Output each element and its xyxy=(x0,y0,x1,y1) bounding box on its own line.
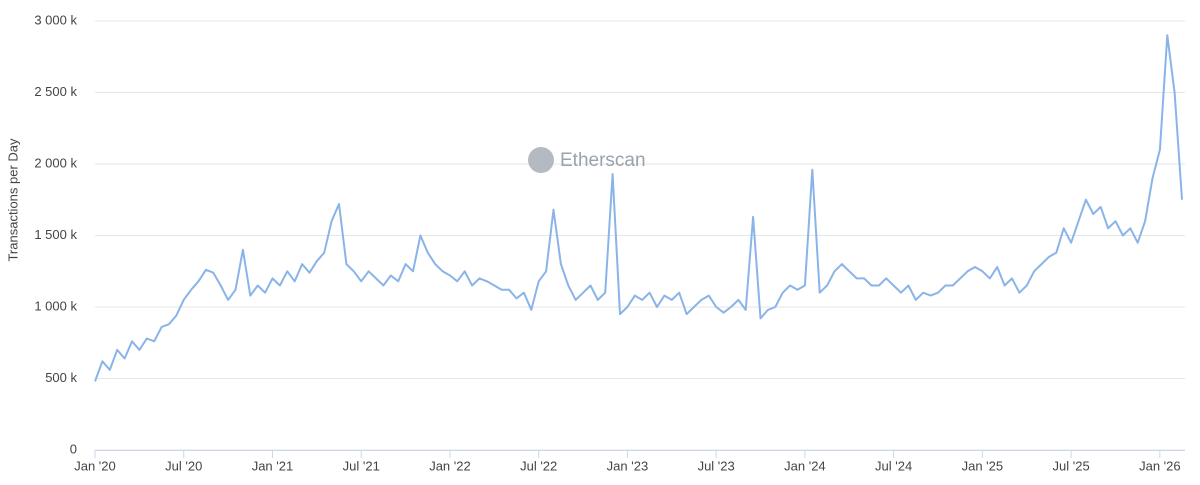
x-tick-label: Jan '24 xyxy=(784,458,826,473)
y-tick-label: 500 k xyxy=(45,370,77,385)
x-tick-label: Jul '21 xyxy=(343,458,380,473)
x-tick-label: Jul '23 xyxy=(698,458,735,473)
x-tick-label: Jul '22 xyxy=(520,458,557,473)
y-tick-label: 3 000 k xyxy=(34,12,77,27)
x-tick-label: Jan '22 xyxy=(429,458,471,473)
x-tick-label: Jul '25 xyxy=(1053,458,1090,473)
y-tick-label: 1 000 k xyxy=(34,298,77,313)
watermark: Etherscan xyxy=(528,147,646,173)
x-tick-label: Jan '20 xyxy=(74,458,116,473)
x-tick-label: Jul '24 xyxy=(875,458,912,473)
watermark-logo xyxy=(528,147,554,173)
series-line xyxy=(94,34,1183,382)
y-tick-label: 2 000 k xyxy=(34,155,77,170)
x-tick-label: Jul '20 xyxy=(165,458,202,473)
y-tick-label: 2 500 k xyxy=(34,84,77,99)
x-tick-label: Jan '26 xyxy=(1139,458,1181,473)
x-tick-label: Jan '21 xyxy=(252,458,294,473)
y-tick-label: 1 500 k xyxy=(34,227,77,242)
y-tick-label: 0 xyxy=(70,441,77,456)
x-tick-label: Jan '23 xyxy=(607,458,649,473)
y-axis-label: Transactions per Day xyxy=(5,138,20,262)
grid xyxy=(95,20,1185,451)
watermark-text: Etherscan xyxy=(560,150,646,171)
x-tick-label: Jan '25 xyxy=(962,458,1004,473)
